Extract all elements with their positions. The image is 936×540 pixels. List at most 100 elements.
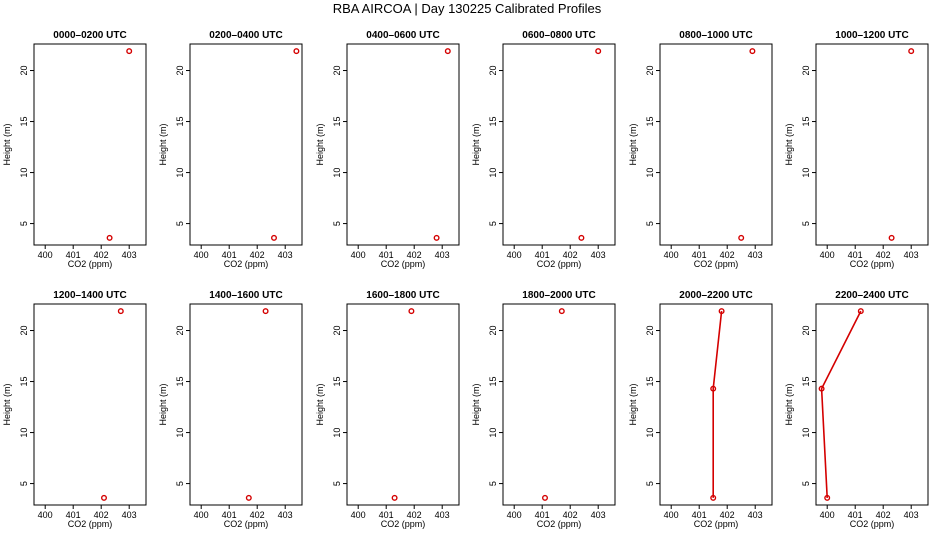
y-axis-label: Height (m) — [158, 383, 168, 425]
data-point — [100, 494, 107, 501]
x-tick-label: 400 — [351, 250, 366, 260]
y-tick-label: 15 — [488, 377, 498, 387]
x-tick-label: 402 — [250, 250, 265, 260]
y-tick-label: 10 — [19, 428, 29, 438]
y-tick-label: 15 — [645, 377, 655, 387]
data-point — [271, 234, 278, 241]
panel-title: 1400–1600 UTC — [209, 290, 282, 301]
y-axis-label: Height (m) — [784, 123, 794, 165]
profile-panel-11: 2200–2400 UTC 400 401 402 403 CO2 (ppm) 5 10 15 2… — [784, 290, 929, 529]
y-tick-label: 5 — [19, 481, 29, 486]
profile-panel-9: 1800–2000 UTC 400 401 402 403 CO2 (ppm) 5 10 15 2… — [471, 290, 616, 529]
y-axis-label: Height (m) — [628, 383, 638, 425]
y-tick-label: 5 — [175, 221, 185, 226]
plot-frame — [33, 303, 147, 506]
data-point — [433, 234, 440, 241]
x-tick-label: 401 — [535, 250, 550, 260]
x-axis-label: CO2 (ppm) — [694, 259, 739, 269]
x-tick-label: 403 — [748, 510, 763, 520]
data-point — [542, 494, 549, 501]
y-tick-label: 10 — [19, 168, 29, 178]
y-tick-label: 20 — [488, 66, 498, 76]
data-point — [718, 308, 725, 315]
data-point — [245, 494, 252, 501]
x-tick-label: 400 — [38, 510, 53, 520]
y-tick-label: 5 — [19, 221, 29, 226]
data-point — [126, 48, 133, 55]
y-tick-label: 5 — [645, 481, 655, 486]
panel-title: 0800–1000 UTC — [679, 30, 752, 41]
x-tick-label: 402 — [94, 510, 109, 520]
x-tick-label: 401 — [66, 250, 81, 260]
x-axis-label: CO2 (ppm) — [850, 259, 895, 269]
y-tick-label: 10 — [488, 168, 498, 178]
y-axis-label: Height (m) — [2, 123, 12, 165]
y-axis-label: Height (m) — [471, 383, 481, 425]
x-tick-label: 401 — [379, 250, 394, 260]
y-tick-label: 10 — [645, 428, 655, 438]
y-axis-label: Height (m) — [158, 123, 168, 165]
x-axis-label: CO2 (ppm) — [68, 259, 113, 269]
x-tick-label: 402 — [250, 510, 265, 520]
y-tick-label: 10 — [175, 428, 185, 438]
y-tick-label: 15 — [488, 117, 498, 127]
data-point — [824, 494, 831, 501]
y-axis-label: Height (m) — [471, 123, 481, 165]
x-tick-label: 402 — [876, 250, 891, 260]
y-tick-label: 20 — [645, 66, 655, 76]
data-point — [117, 308, 124, 315]
x-tick-label: 403 — [435, 250, 450, 260]
data-point — [106, 234, 113, 241]
y-tick-label: 15 — [332, 377, 342, 387]
y-tick-label: 20 — [801, 66, 811, 76]
panel-title: 1000–1200 UTC — [835, 30, 908, 41]
y-tick-label: 20 — [175, 66, 185, 76]
data-point — [818, 385, 825, 392]
plot-frame — [33, 43, 147, 246]
x-tick-label: 400 — [820, 510, 835, 520]
data-point — [888, 234, 895, 241]
x-tick-label: 402 — [876, 510, 891, 520]
y-tick-label: 10 — [801, 168, 811, 178]
y-tick-label: 15 — [801, 377, 811, 387]
x-axis-label: CO2 (ppm) — [850, 519, 895, 529]
x-tick-label: 402 — [94, 250, 109, 260]
y-tick-label: 5 — [332, 481, 342, 486]
data-point — [857, 308, 864, 315]
profile-line — [820, 310, 862, 498]
y-tick-label: 20 — [19, 326, 29, 336]
x-tick-label: 403 — [278, 250, 293, 260]
x-tick-label: 403 — [122, 250, 137, 260]
x-axis-label: CO2 (ppm) — [224, 259, 269, 269]
y-tick-label: 15 — [175, 117, 185, 127]
plot-frame — [659, 303, 773, 506]
x-tick-label: 400 — [507, 250, 522, 260]
x-tick-label: 400 — [351, 510, 366, 520]
y-tick-label: 20 — [645, 326, 655, 336]
plot-frame — [502, 303, 616, 506]
data-point — [710, 385, 717, 392]
y-tick-label: 10 — [801, 428, 811, 438]
profile-panel-5: 1000–1200 UTC 400 401 402 403 CO2 (ppm) 5 10 15 2… — [784, 30, 929, 269]
data-point — [293, 48, 300, 55]
profile-panel-0: 0000–0200 UTC 400 401 402 403 CO2 (ppm) 5 10 15 2… — [2, 30, 147, 269]
data-point — [391, 494, 398, 501]
y-axis-label: Height (m) — [628, 123, 638, 165]
plot-frame — [815, 303, 929, 506]
plot-frame — [815, 43, 929, 246]
y-tick-label: 10 — [488, 428, 498, 438]
x-tick-label: 401 — [379, 510, 394, 520]
y-tick-label: 5 — [645, 221, 655, 226]
plot-frame — [189, 303, 303, 506]
y-tick-label: 5 — [801, 221, 811, 226]
y-tick-label: 10 — [332, 168, 342, 178]
x-tick-label: 403 — [122, 510, 137, 520]
x-tick-label: 403 — [904, 510, 919, 520]
data-point — [749, 48, 756, 55]
data-point — [408, 308, 415, 315]
x-tick-label: 403 — [435, 510, 450, 520]
plot-frame — [659, 43, 773, 246]
data-point — [578, 234, 585, 241]
y-axis-label: Height (m) — [315, 383, 325, 425]
